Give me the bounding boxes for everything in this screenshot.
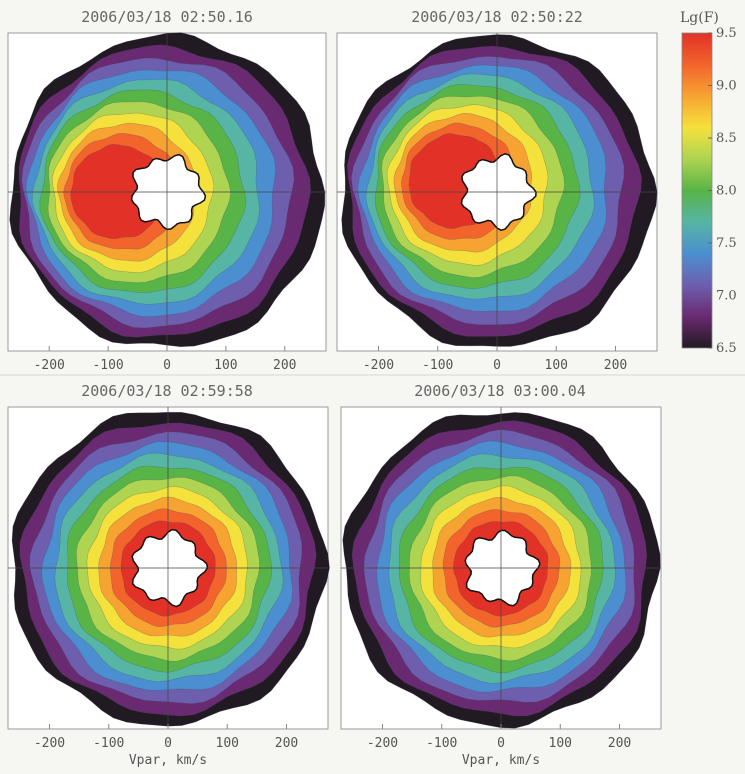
x-tick-label: -200 <box>34 736 65 751</box>
x-tick-label: 0 <box>497 736 505 751</box>
x-tick-label: 100 <box>216 736 239 751</box>
x-tick-label: 0 <box>164 736 172 751</box>
x-tick-label: -100 <box>426 736 457 751</box>
x-tick-label: -100 <box>92 358 123 373</box>
x-tick-label: 0 <box>493 358 501 373</box>
x-tick-label: -200 <box>367 736 398 751</box>
colorbar-tick-label: 9.5 <box>716 26 737 41</box>
x-tick-label: 200 <box>608 736 631 751</box>
x-tick-label: -100 <box>93 736 124 751</box>
panel-1: 2006/03/18 02:50.16 -200 -100 0 100 200 <box>7 8 327 373</box>
colorbar-title: Lg(F) <box>680 10 719 26</box>
x-tick-label: 100 <box>214 358 237 373</box>
x-tick-label: 200 <box>275 736 298 751</box>
panel-title: 2006/03/18 03:00.04 <box>414 382 586 400</box>
x-tick-label: -200 <box>34 358 65 373</box>
panel-title: 2006/03/18 02:59:58 <box>81 382 253 400</box>
colorbar-tick-label: 8.0 <box>716 184 737 199</box>
colorbar: Lg(F) 9.5 9.0 8.5 8.0 7.5 7.0 6.5 <box>680 10 737 356</box>
x-axis-label: Vpar, km/s <box>129 753 207 768</box>
colorbar-ticks: 9.5 9.0 8.5 8.0 7.5 7.0 6.5 <box>708 26 737 356</box>
colorbar-scale <box>681 32 713 349</box>
x-tick-label: -200 <box>363 358 394 373</box>
colorbar-tick-label: 7.0 <box>716 289 737 304</box>
colorbar-tick-label: 9.0 <box>716 79 737 94</box>
colorbar-tick-label: 6.5 <box>716 341 737 356</box>
panel-title: 2006/03/18 02:50:22 <box>411 8 583 26</box>
panels: 2006/03/18 02:50.16-200 -100 0 100 2002006/0… <box>7 8 662 768</box>
panel-title: 2006/03/18 02:50.16 <box>81 8 253 26</box>
colorbar-tick-label: 8.5 <box>716 131 737 146</box>
x-tick-label: 200 <box>604 358 627 373</box>
x-tick-label: 100 <box>545 358 568 373</box>
x-tick-label: 200 <box>273 358 296 373</box>
x-tick-label: 0 <box>163 358 171 373</box>
x-axis-label: Vpar, km/s <box>462 753 540 768</box>
x-tick-label: 100 <box>549 736 572 751</box>
x-tick-label: -100 <box>422 358 453 373</box>
panel-4: 2006/03/18 03:00.04 -200 -100 0 100 200 Vpar, … <box>340 382 662 768</box>
panel-2: 2006/03/18 02:50:22 -200 -100 0 100 200 <box>336 8 658 373</box>
colorbar-tick-label: 7.5 <box>716 236 737 251</box>
panel-3: 2006/03/18 02:59:58 -200 -100 0 100 200 Vpar, … <box>7 382 330 768</box>
